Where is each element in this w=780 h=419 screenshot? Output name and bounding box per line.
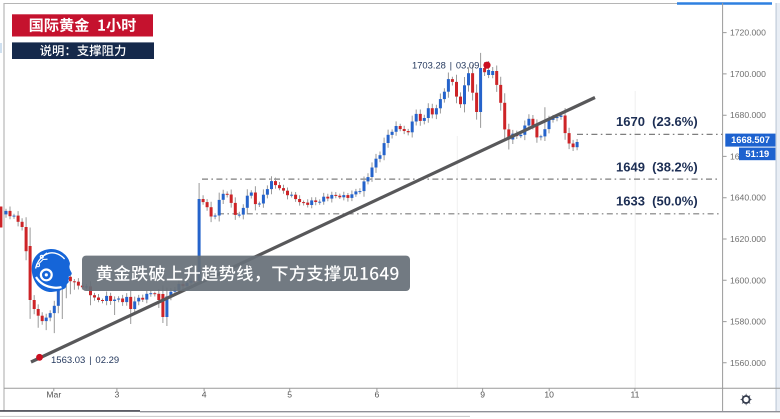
- svg-text:1563.03 | 02.29: 1563.03 | 02.29: [51, 355, 119, 366]
- svg-text:51:19: 51:19: [745, 149, 769, 159]
- svg-text:6: 6: [375, 389, 380, 399]
- svg-text:1560.000: 1560.000: [730, 358, 766, 368]
- svg-text:Mar: Mar: [46, 389, 61, 399]
- svg-text:11: 11: [630, 389, 639, 399]
- svg-text:1640.000: 1640.000: [730, 193, 766, 203]
- svg-text:9: 9: [480, 389, 485, 399]
- svg-text:1649 (38.2%): 1649 (38.2%): [616, 160, 698, 175]
- svg-text:1633 (50.0%): 1633 (50.0%): [616, 194, 698, 209]
- svg-text:5: 5: [287, 389, 292, 399]
- svg-text:1580.000: 1580.000: [730, 317, 766, 327]
- svg-text:1700.000: 1700.000: [730, 69, 766, 79]
- svg-text:1600.000: 1600.000: [730, 275, 766, 285]
- svg-text:1680.000: 1680.000: [730, 110, 766, 120]
- svg-text:1670 (23.6%): 1670 (23.6%): [616, 114, 698, 129]
- svg-text:10: 10: [544, 389, 554, 399]
- svg-text:3: 3: [115, 389, 120, 399]
- svg-text:1668.507: 1668.507: [731, 135, 770, 145]
- svg-text:1703.28 | 03.09: 1703.28 | 03.09: [412, 60, 479, 71]
- svg-text:1620.000: 1620.000: [730, 234, 766, 244]
- svg-text:4: 4: [202, 389, 207, 399]
- svg-text:1720.000: 1720.000: [730, 28, 766, 38]
